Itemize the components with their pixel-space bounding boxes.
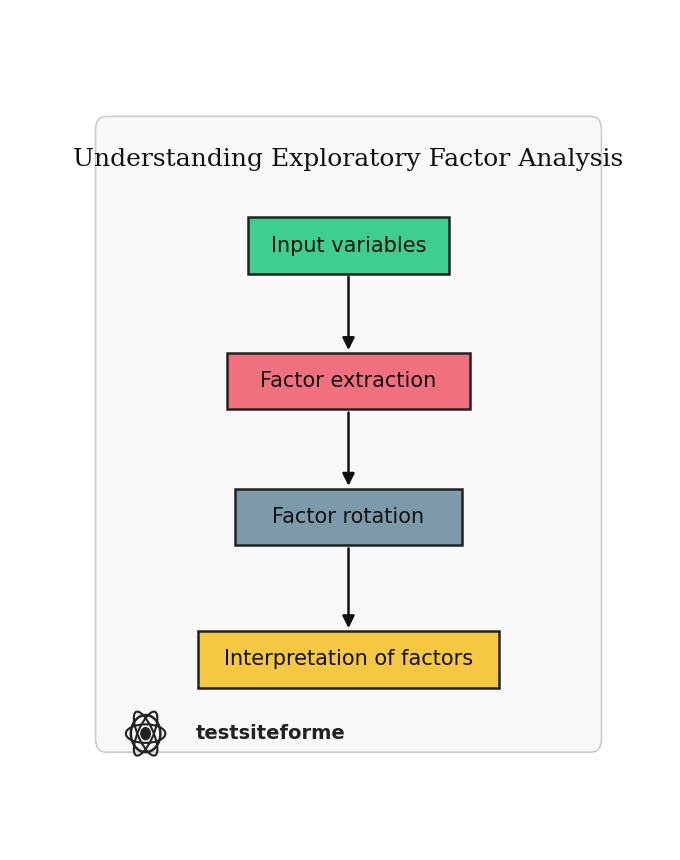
Text: Factor extraction: Factor extraction (260, 372, 437, 391)
Text: Input variables: Input variables (271, 236, 426, 255)
Text: Understanding Exploratory Factor Analysis: Understanding Exploratory Factor Analysi… (73, 148, 624, 171)
Text: Interpretation of factors: Interpretation of factors (224, 649, 473, 669)
FancyBboxPatch shape (227, 353, 470, 409)
FancyBboxPatch shape (95, 116, 602, 752)
FancyBboxPatch shape (248, 218, 449, 273)
Circle shape (141, 728, 150, 740)
Text: testsiteforme: testsiteforme (196, 724, 345, 743)
Text: Factor rotation: Factor rotation (273, 507, 424, 527)
FancyBboxPatch shape (199, 631, 498, 688)
FancyBboxPatch shape (235, 489, 462, 545)
